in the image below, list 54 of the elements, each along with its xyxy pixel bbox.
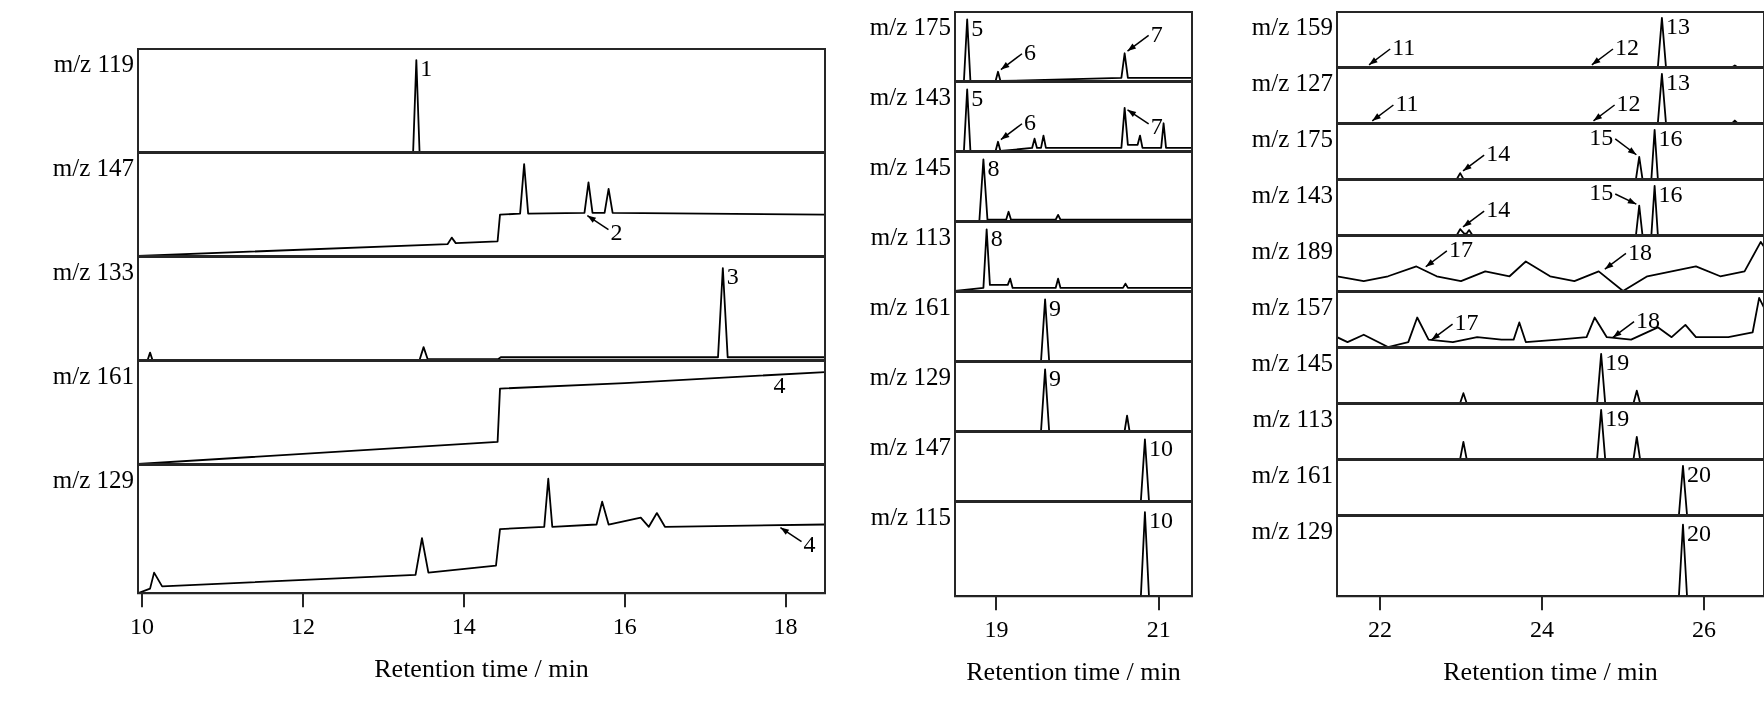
y-axis-title: m/z 129 (51, 466, 134, 494)
y-axis-title: m/z 147 (51, 154, 134, 182)
annotation: 7 (1150, 113, 1163, 140)
y-axis-title: m/z 143 (1250, 181, 1333, 209)
annotation: 20 (1686, 519, 1711, 546)
y-axis-title: m/z 113 (1251, 405, 1333, 433)
y-axis-title: m/z 189 (1250, 237, 1333, 265)
x-tick-label: 19 (984, 615, 1009, 642)
annotation: 8 (990, 224, 1003, 251)
y-axis-title: m/z 175 (1250, 125, 1333, 153)
annotation: 18 (1627, 238, 1652, 265)
x-tick-label: 10 (130, 612, 155, 639)
y-axis-title: m/z 133 (51, 258, 134, 286)
annotation: 4 (773, 371, 786, 398)
y-axis-title: m/z 161 (868, 293, 951, 321)
x-tick-label: 21 (1146, 615, 1171, 642)
y-axis-title: m/z 115 (869, 503, 951, 531)
x-tick-label: 26 (1692, 615, 1717, 642)
x-axis-title: Retention time / min (373, 654, 590, 684)
y-axis-title: m/z 145 (868, 153, 951, 181)
y-axis-title: m/z 129 (1250, 517, 1333, 545)
annotation: 2 (610, 218, 623, 245)
y-axis-title: m/z 147 (868, 433, 951, 461)
y-axis-title: m/z 175 (868, 13, 951, 41)
y-axis-title: m/z 157 (1250, 293, 1333, 321)
annotation: 8 (987, 154, 1000, 181)
y-axis-title: m/z 161 (1250, 461, 1333, 489)
y-axis-title: m/z 145 (1250, 349, 1333, 377)
annotation: 6 (1024, 39, 1037, 66)
annotation: 3 (726, 263, 739, 290)
x-tick-label: 22 (1367, 615, 1392, 642)
y-axis-title: m/z 127 (1250, 69, 1333, 97)
annotation: 4 (803, 530, 816, 557)
annotation: 17 (1448, 236, 1473, 263)
annotation: 18 (1636, 306, 1661, 333)
y-axis-title: m/z 129 (868, 363, 951, 391)
x-axis-title: Retention time / min (1442, 657, 1659, 687)
x-tick-label: 16 (612, 612, 637, 639)
x-tick-label: 24 (1529, 615, 1554, 642)
x-tick-label: 14 (451, 612, 476, 639)
y-axis-title: m/z 113 (869, 223, 951, 251)
y-axis-title: m/z 161 (51, 362, 134, 390)
annotation: 7 (1150, 20, 1163, 47)
x-tick-label: 12 (290, 612, 315, 639)
y-axis-title: m/z 143 (868, 83, 951, 111)
x-axis-title: Retention time / min (965, 657, 1182, 687)
y-axis-title: m/z 119 (52, 50, 134, 78)
annotation: 17 (1454, 309, 1479, 336)
x-tick-label: 18 (773, 612, 798, 639)
annotation: 6 (1024, 109, 1037, 136)
y-axis-title: m/z 159 (1250, 13, 1333, 41)
annotation: 10 (1148, 507, 1173, 534)
annotation: 5 (971, 84, 984, 111)
annotation: 5 (971, 14, 984, 41)
